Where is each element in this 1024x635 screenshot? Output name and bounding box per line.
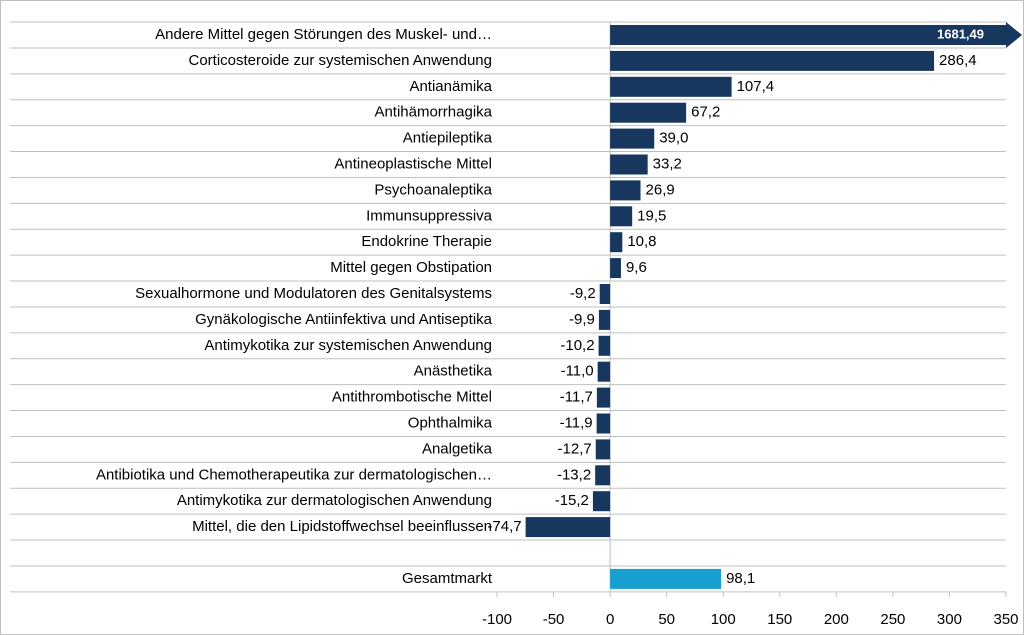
- value-label: -11,7: [560, 389, 593, 406]
- value-label: -11,9: [560, 414, 593, 431]
- category-label: Psychoanaleptika: [374, 181, 492, 198]
- bar: [610, 102, 687, 123]
- value-label: 39,0: [659, 130, 688, 147]
- bar: [610, 568, 722, 589]
- value-label: -11,0: [561, 363, 594, 380]
- x-tick-label: 100: [711, 611, 736, 628]
- bar: [610, 180, 641, 201]
- value-label: 26,9: [646, 181, 675, 198]
- x-tick-label: 300: [937, 611, 962, 628]
- bar: [597, 361, 611, 382]
- value-label: 10,8: [627, 233, 656, 250]
- value-label: 286,4: [939, 52, 977, 69]
- bar: [599, 284, 611, 304]
- category-label: Antimykotika zur dermatologischen Anwend…: [177, 492, 492, 509]
- category-label: Gesamtmarkt: [402, 570, 493, 587]
- bar: [598, 335, 611, 356]
- value-label: -9,2: [570, 285, 596, 302]
- bar: [596, 413, 611, 434]
- bar: [610, 128, 655, 149]
- value-label: -13,2: [557, 466, 591, 483]
- category-label: Immunsuppressiva: [366, 207, 493, 224]
- category-label: Antithrombotische Mittel: [332, 389, 492, 406]
- category-label: Antibiotika und Chemotherapeutika zur de…: [96, 466, 492, 483]
- x-tick-label: 200: [824, 611, 849, 628]
- value-label: 19,5: [637, 207, 666, 224]
- category-label: Gynäkologische Antiinfektiva und Antisep…: [195, 311, 493, 328]
- category-label: Mittel gegen Obstipation: [330, 259, 492, 276]
- bar: [610, 154, 648, 175]
- bar: [595, 439, 611, 460]
- value-label: 107,4: [737, 78, 775, 95]
- x-tick-label: 0: [606, 611, 614, 628]
- value-label: -9,9: [569, 311, 595, 328]
- bar: [592, 491, 611, 512]
- category-label: Antimykotika zur systemischen Anwendung: [204, 337, 492, 354]
- x-tick-label: 150: [767, 611, 792, 628]
- bar: [610, 258, 621, 279]
- category-label: Antiepileptika: [403, 130, 493, 147]
- category-label: Antianämika: [409, 78, 492, 95]
- x-tick-label: -50: [543, 611, 565, 628]
- category-label: Sexualhormone und Modulatoren des Genita…: [135, 285, 492, 302]
- x-tick-label: -100: [482, 611, 512, 628]
- value-label: 33,2: [653, 155, 682, 172]
- category-label: Andere Mittel gegen Störungen des Muskel…: [155, 26, 492, 43]
- value-label: 98,1: [726, 570, 755, 587]
- value-label: -10,2: [560, 337, 594, 354]
- value-label: 1681,49: [937, 26, 984, 41]
- category-label: Analgetika: [422, 440, 493, 457]
- value-label: -74,7: [487, 518, 521, 535]
- bar: [610, 206, 633, 227]
- category-label: Corticosteroide zur systemischen Anwendu…: [189, 52, 493, 69]
- bar: [610, 50, 935, 71]
- bar: [525, 517, 611, 538]
- category-label: Antineoplastische Mittel: [334, 155, 492, 172]
- value-label: 67,2: [691, 104, 720, 121]
- value-label: -12,7: [558, 440, 592, 457]
- bar: [596, 387, 611, 408]
- overflow-arrow: [1006, 22, 1022, 48]
- bar: [598, 309, 611, 330]
- bar: [610, 232, 623, 253]
- bar: [595, 465, 611, 486]
- x-tick-label: 250: [880, 611, 905, 628]
- category-label: Mittel, die den Lipidstoffwechsel beeinf…: [192, 518, 492, 535]
- category-label: Ophthalmika: [408, 414, 493, 431]
- category-label: Endokrine Therapie: [361, 233, 492, 250]
- category-label: Antihämorrhagika: [374, 104, 492, 121]
- value-label: 9,6: [626, 259, 647, 276]
- x-tick-label: 50: [658, 611, 675, 628]
- category-label: Anästhetika: [414, 363, 493, 380]
- x-tick-label: 350: [993, 611, 1018, 628]
- value-label: -15,2: [555, 492, 589, 509]
- bar: [610, 25, 1006, 45]
- bar: [610, 76, 732, 97]
